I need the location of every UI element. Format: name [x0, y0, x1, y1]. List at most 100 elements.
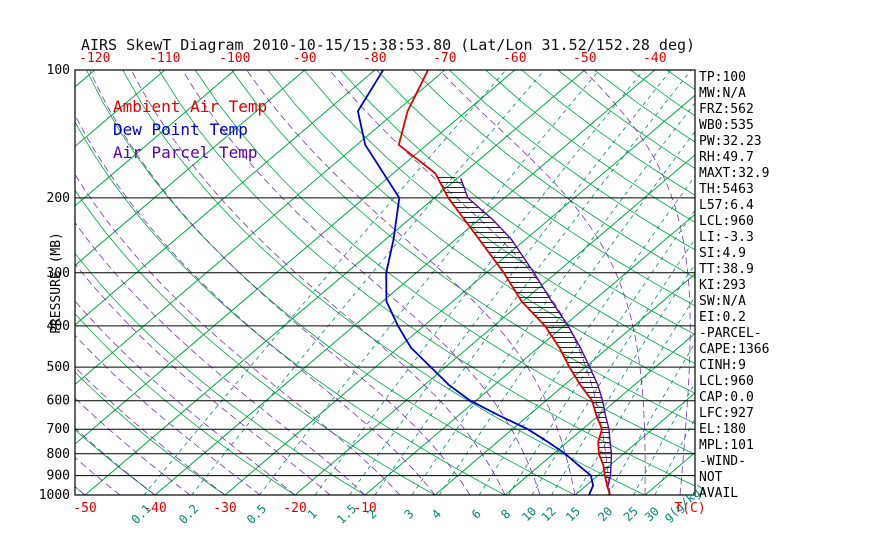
- stat-line: SI:4.9: [699, 246, 746, 261]
- dry-adiabat-line: [75, 429, 156, 495]
- pressure-tick-label: 500: [47, 360, 70, 375]
- mixing-ratio-line: [607, 342, 695, 495]
- stat-line: EI:0.2: [699, 310, 746, 325]
- stat-line: AVAIL: [699, 486, 739, 501]
- moist-adiabat-line: [75, 173, 401, 495]
- moist-adiabat-line: [130, 70, 506, 495]
- stat-line: LCL:960: [699, 374, 754, 389]
- axis-box: [74, 69, 696, 496]
- isotherm-line: [75, 70, 166, 148]
- mixing-ratio-line: [633, 382, 695, 495]
- top-temp-tick: -40: [643, 51, 666, 66]
- dry-adiabat-line: [448, 70, 695, 251]
- moist-adiabat-line: [329, 70, 611, 495]
- stat-line: WB0:535: [699, 118, 754, 133]
- moist-adiabat-line: [75, 300, 296, 495]
- stat-line: SW:N/A: [699, 294, 746, 309]
- pressure-tick-label: 800: [47, 447, 70, 462]
- isotherm-line: [294, 154, 695, 495]
- dry-adiabat-line: [158, 70, 695, 487]
- moist-adiabat-line: [75, 366, 226, 495]
- mixing-ratio-label: 3: [402, 507, 417, 522]
- moist-adiabat-line: [75, 263, 331, 495]
- pressure-tick-label: 1000: [39, 488, 70, 503]
- moist-adiabat-line: [89, 70, 471, 495]
- mixing-ratio-label: 30: [642, 504, 662, 524]
- stats-panel: TP:100 MW:N/A FRZ:562 WB0:535 PW:32.23 RH:49.…: [699, 70, 769, 502]
- bottom-temp-tick: -30: [213, 501, 236, 516]
- pressure-tick-label: 600: [47, 394, 70, 409]
- dry-adiabat-line: [122, 70, 646, 495]
- mixing-ratio-label: 12: [539, 504, 559, 524]
- isotherm-line: [75, 70, 516, 445]
- moist-adiabat-line: [583, 70, 691, 495]
- isotherm-line: [75, 70, 376, 326]
- y-axis-title: PRESSURE (MB): [49, 232, 64, 334]
- mixing-ratio-label: 0.5: [244, 502, 269, 527]
- chart-legend: Ambient Air Temp Dew Point Temp Air Parcel…: [113, 95, 267, 164]
- stat-line: PW:32.23: [699, 134, 762, 149]
- top-temp-tick: -50: [573, 51, 596, 66]
- dewpoint-line: [356, 70, 595, 495]
- top-temp-tick: -60: [503, 51, 526, 66]
- chart-title: AIRS SkewT Diagram 2010-10-15/15:38:53.8…: [80, 36, 696, 54]
- isotherm-line: [434, 273, 695, 495]
- mixing-ratio-label: 6: [469, 507, 484, 522]
- bottom-temp-tick-labels: -50 -40 -30 -20 -10 T(C): [73, 501, 705, 516]
- pressure-tick-label: 700: [47, 422, 70, 437]
- top-temp-tick: -120: [79, 51, 110, 66]
- pressure-tick-label: 300: [47, 266, 70, 281]
- mixing-ratio-label: 15: [563, 504, 583, 524]
- stat-line: LFC:927: [699, 406, 754, 421]
- top-temp-tick: -90: [293, 51, 316, 66]
- legend-dew-point-temp: Dew Point Temp: [113, 120, 248, 139]
- mixing-ratio-line: [191, 70, 545, 495]
- stat-line: -PARCEL-: [699, 326, 762, 341]
- dry-adiabat-line: [485, 70, 695, 223]
- mixing-ratio-line: [508, 209, 695, 495]
- dry-adiabat-line: [267, 70, 695, 394]
- bottom-temp-tick: -10: [353, 501, 376, 516]
- isotherm-line: [75, 70, 446, 386]
- isotherm-line: [0, 70, 25, 495]
- dry-adiabat-line: [303, 70, 695, 365]
- mixing-ratio-line: [531, 238, 695, 495]
- mixing-ratio-label: 0.2: [176, 502, 201, 527]
- stat-line: LI:-3.3: [699, 230, 754, 245]
- mixing-ratio-line: [654, 417, 695, 495]
- dry-adiabat-line: [75, 252, 366, 495]
- mixing-ratio-label: 4: [429, 507, 444, 522]
- mixing-ratio-label: 20: [595, 504, 615, 524]
- stat-line: NOT: [699, 470, 723, 485]
- legend-air-parcel-temp: Air Parcel Temp: [113, 143, 258, 162]
- ambient-temp-line: [397, 70, 611, 495]
- mixing-ratio-line: [478, 175, 695, 495]
- moist-adiabat-line: [75, 456, 121, 495]
- mixing-ratio-line: [411, 102, 695, 495]
- mixing-ratio-label: 1: [305, 507, 320, 522]
- mixing-ratio-line: [551, 263, 695, 495]
- stat-line: EL:180: [699, 422, 746, 437]
- dry-adiabat-line: [0, 70, 15, 495]
- moist-adiabat-line: [0, 70, 50, 495]
- moist-adiabat-line: [75, 334, 261, 495]
- dry-adiabat-line: [194, 70, 695, 455]
- bottom-temp-tick: -20: [283, 501, 306, 516]
- stat-line: L57:6.4: [699, 198, 754, 213]
- mixing-ratio-label: 8: [498, 507, 513, 522]
- mixing-ratio-line: [259, 70, 600, 495]
- mixing-ratio-line: [438, 130, 695, 495]
- isotherm-line: [574, 392, 695, 495]
- mixing-ratio-line: [575, 296, 695, 495]
- parcel-temp-line: [460, 178, 613, 488]
- moist-adiabat-line: [75, 114, 436, 495]
- isotherm-line: [84, 70, 586, 495]
- dry-adiabat-line: [376, 70, 695, 307]
- stat-line: TP:100: [699, 70, 746, 85]
- pressure-tick-label: 900: [47, 469, 70, 484]
- stat-line: TT:38.9: [699, 262, 754, 277]
- moist-adiabat-line: [75, 397, 191, 495]
- top-temp-tick: -100: [219, 51, 250, 66]
- pressure-tick-label: 400: [47, 319, 70, 334]
